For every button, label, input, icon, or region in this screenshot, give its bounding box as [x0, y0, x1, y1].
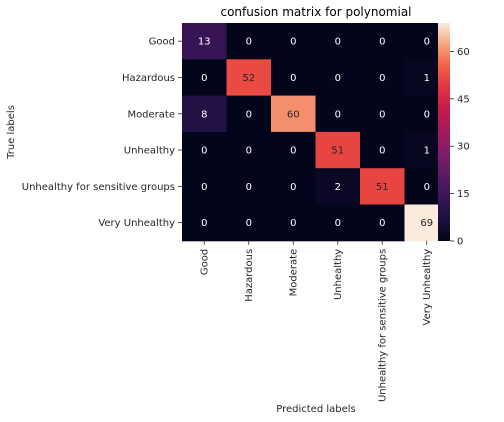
cell-value-label: 0	[290, 182, 296, 193]
heatmap-cell	[182, 23, 227, 60]
heatmap-cell	[226, 204, 272, 242]
y-tick-label: Moderate	[127, 109, 175, 120]
heatmap-cell	[315, 204, 361, 242]
heatmap-cell	[182, 168, 227, 205]
cell-value-label: 0	[424, 182, 430, 193]
cell-value-label: 0	[335, 218, 341, 229]
cell-value-label: 0	[290, 146, 296, 157]
x-tick-label: Unhealthy for sensitive groups	[378, 249, 389, 402]
cell-value-label: 60	[287, 109, 300, 120]
heatmap-cell	[315, 168, 361, 205]
heatmap-cell	[182, 59, 227, 97]
cell-value-label: 2	[335, 182, 341, 193]
y-tick-label: Good	[149, 37, 175, 48]
cell-value-label: 0	[379, 218, 385, 229]
cell-value-label: 0	[246, 182, 252, 193]
heatmap-cell	[271, 131, 316, 169]
cell-value-label: 1	[424, 146, 430, 157]
colorbar	[438, 23, 450, 241]
x-tick-label: Moderate	[289, 249, 300, 297]
x-tick-label: Very Unhealthy	[422, 249, 433, 326]
heatmap-cells: 13 0 0 0 0 0 0 52 0 0 0 1 8 0 60 0 0 0 0 0 0 51 0 1 0 0 0 2 51 0 0 0 0 0 0…	[182, 23, 450, 242]
heatmap-cell	[271, 168, 316, 205]
y-tick-label: Very Unhealthy	[98, 218, 175, 229]
cell-value-label: 0	[379, 109, 385, 120]
colorbar-tick-label: 0	[457, 237, 463, 248]
heatmap-cell	[315, 23, 361, 60]
heatmap-cell	[271, 95, 316, 133]
heatmap-cell	[315, 59, 361, 97]
x-tick-label: Unhealthy	[333, 249, 344, 300]
cell-value-label: 0	[201, 73, 207, 84]
y-tick-label: Unhealthy for sensitive groups	[22, 182, 175, 193]
heatmap-cell	[182, 95, 227, 133]
heatmap-cell	[360, 131, 405, 169]
cell-value-label: 0	[290, 73, 296, 84]
heatmap-cell	[226, 59, 272, 97]
heatmap-cell	[271, 204, 316, 242]
cell-value-label: 0	[201, 182, 207, 193]
cell-value-label: 13	[198, 37, 211, 48]
cell-value-label: 0	[290, 37, 296, 48]
x-tick-label: Hazardous	[244, 249, 255, 302]
heatmap-cell	[182, 204, 227, 242]
cell-value-label: 0	[290, 218, 296, 229]
heatmap-cell	[360, 59, 405, 97]
cell-value-label: 0	[379, 146, 385, 157]
y-axis-label: True labels	[6, 105, 17, 160]
heatmap-cell	[226, 23, 272, 60]
heatmap-cell	[315, 95, 361, 133]
cell-value-label: 0	[335, 73, 341, 84]
colorbar-tick-label: 60	[457, 47, 470, 58]
colorbar-tick-label: 30	[457, 142, 470, 153]
cell-value-label: 69	[420, 218, 433, 229]
x-tick-labels: Good Hazardous Moderate Unhealthy Unhealthy …	[200, 240, 433, 402]
cell-value-label: 0	[246, 218, 252, 229]
colorbar-ticks: 0 15 30 45 60	[450, 47, 470, 248]
cell-value-label: 0	[246, 109, 252, 120]
heatmap-cell	[360, 168, 405, 205]
colorbar-tick-label: 15	[457, 189, 470, 200]
cell-value-label: 0	[424, 109, 430, 120]
heatmap-cell	[271, 59, 316, 97]
heatmap-cell	[360, 23, 405, 60]
colorbar-tick-label: 45	[457, 94, 470, 105]
cell-value-label: 0	[379, 37, 385, 48]
cell-value-label: 0	[201, 218, 207, 229]
cell-value-label: 0	[246, 146, 252, 157]
heatmap-cell	[226, 95, 272, 133]
cell-value-label: 1	[424, 73, 430, 84]
heatmap-cell	[315, 131, 361, 169]
x-axis-label: Predicted labels	[276, 404, 356, 415]
cell-value-label: 51	[331, 146, 344, 157]
heatmap-cell	[226, 168, 272, 205]
y-tick-labels: Good Hazardous Moderate Unhealthy Unhealthy …	[22, 37, 182, 229]
heatmap-cell	[271, 23, 316, 60]
heatmap-cell	[360, 95, 405, 133]
chart-title: confusion matrix for polynomial	[220, 5, 411, 19]
cell-value-label: 51	[376, 182, 389, 193]
cell-value-label: 0	[424, 37, 430, 48]
cell-value-label: 0	[335, 109, 341, 120]
cell-value-label: 0	[246, 37, 252, 48]
cell-value-label: 52	[242, 73, 255, 84]
cell-value-label: 0	[379, 73, 385, 84]
cell-value-label: 8	[201, 109, 207, 120]
cell-value-label: 0	[335, 37, 341, 48]
y-tick-label: Hazardous	[122, 73, 175, 84]
heatmap-cell	[182, 131, 227, 169]
heatmap-cell	[360, 204, 405, 242]
y-tick-label: Unhealthy	[124, 146, 175, 157]
x-tick-label: Good	[200, 249, 211, 275]
cell-value-label: 0	[201, 146, 207, 157]
heatmap-cell	[226, 131, 272, 169]
